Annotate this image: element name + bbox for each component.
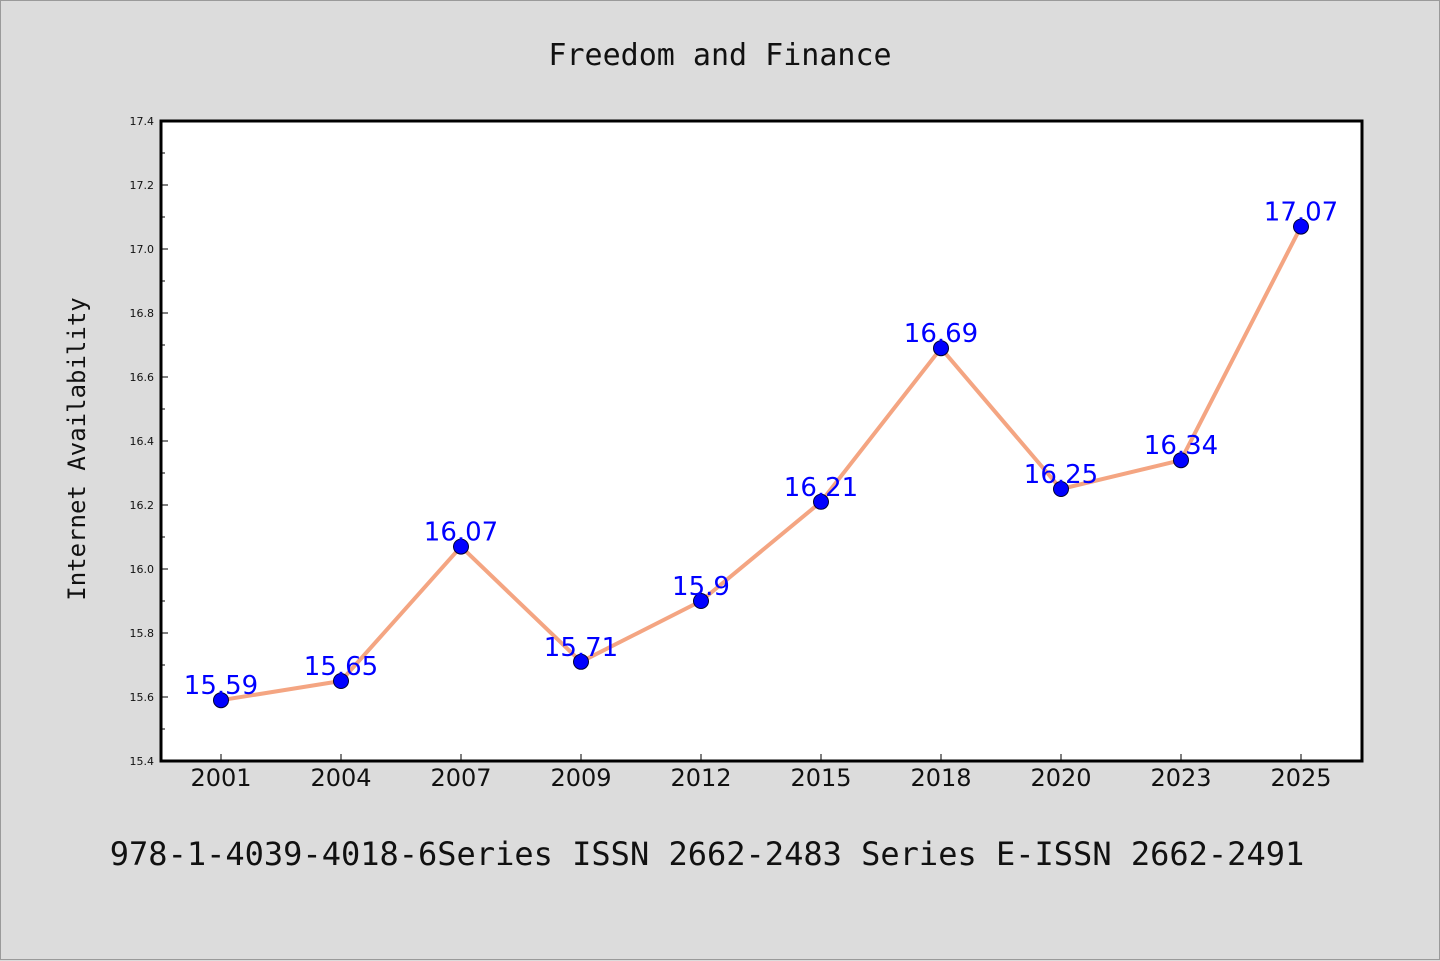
data-points [213, 218, 1309, 709]
y-tick-label: 17.4 [130, 115, 155, 128]
y-tick-label: 16.8 [130, 307, 155, 320]
x-tick-label: 2009 [550, 764, 611, 792]
data-point [693, 593, 709, 609]
x-tick-label: 2025 [1270, 764, 1331, 792]
data-point [1053, 481, 1069, 497]
data-label: 15.71 [544, 633, 618, 663]
x-tick-label: 2001 [190, 764, 251, 792]
y-tick-label: 16.6 [130, 371, 155, 384]
data-label: 16.21 [784, 473, 858, 503]
x-tick-label: 2012 [670, 764, 731, 792]
data-point [1293, 218, 1309, 235]
data-label: 16.69 [904, 319, 978, 349]
data-label: 16.34 [1144, 431, 1218, 461]
x-tick-label: 2023 [1150, 764, 1211, 792]
chart-title: Freedom and Finance [548, 38, 891, 73]
data-label: 16.07 [424, 518, 498, 548]
x-tick-label: 2018 [910, 764, 971, 792]
x-tick-label: 2007 [430, 764, 491, 792]
data-label: 17.07 [1264, 198, 1338, 228]
y-tick-label: 16.2 [130, 499, 155, 512]
y-axis-ticks: 15.4 15.6 15.8 16.0 16.2 16.4 16.6 16.8 17.0 17.2… [130, 115, 168, 768]
x-tick-label: 2015 [790, 764, 851, 792]
data-labels: 15.59 15.65 16.07 15.71 15.9 16.21 16.69 16.25 1… [184, 198, 1338, 702]
data-point [333, 673, 349, 689]
y-tick-label: 17.0 [130, 243, 155, 256]
x-axis-ticks: 2001 2004 2007 2009 2012 2015 2018 2020 2023 2025 [190, 754, 1332, 792]
data-label: 15.65 [304, 652, 378, 682]
data-point [213, 692, 229, 709]
x-tick-label: 2020 [1030, 764, 1091, 792]
x-tick-label: 2004 [310, 764, 371, 792]
series-line [220, 225, 1303, 703]
data-point [573, 653, 589, 670]
y-axis-label: Internet Availability [63, 297, 91, 600]
data-label: 15.59 [184, 671, 258, 701]
y-tick-label: 15.6 [130, 691, 155, 704]
data-point [933, 340, 949, 357]
footer-text: 978-1-4039-4018-6Series ISSN 2662-2483 S… [110, 835, 1304, 873]
data-point [453, 538, 469, 555]
plot-area [159, 119, 1364, 763]
y-tick-label: 17.2 [130, 179, 155, 192]
data-point [813, 493, 829, 510]
data-label: 15.9 [672, 572, 730, 602]
y-tick-label: 16.4 [130, 435, 155, 448]
y-tick-label: 15.8 [130, 627, 155, 640]
y-tick-label: 15.4 [130, 755, 155, 768]
y-tick-label: 16.0 [130, 563, 155, 576]
data-point [1173, 452, 1189, 469]
data-label: 16.25 [1024, 460, 1098, 490]
